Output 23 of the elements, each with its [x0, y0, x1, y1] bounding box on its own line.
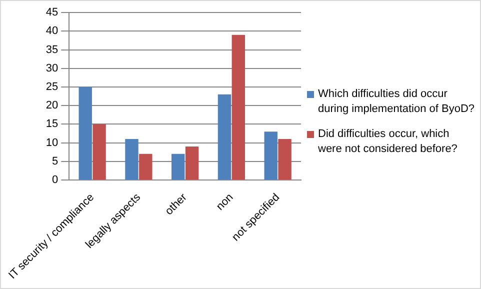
y-tick-label: 10: [46, 136, 58, 149]
y-tick-label: 25: [46, 81, 58, 94]
y-tick-label: 15: [46, 118, 58, 130]
y-tick-label: 40: [46, 25, 58, 38]
bar: [185, 146, 199, 180]
bar: [92, 124, 106, 180]
legend-label: Did difficulties occur, which were not considered before?: [318, 127, 458, 157]
y-tick-label: 35: [46, 44, 58, 56]
y-tick-label: 30: [46, 62, 58, 74]
bar: [125, 139, 138, 180]
bar: [78, 86, 92, 180]
legend-label: Which difficulties did occur during implementation of ByoD?: [318, 87, 475, 117]
bar: [139, 154, 152, 180]
bar: [232, 34, 246, 180]
y-tick-label: 5: [52, 155, 58, 168]
y-tick-label: 0: [52, 174, 58, 186]
bar: [218, 94, 232, 180]
y-tick-label: 45: [46, 6, 58, 19]
bar: [278, 139, 292, 180]
x-tick-label: non: [214, 191, 236, 213]
bar: [264, 132, 278, 180]
y-tick-label: 20: [46, 100, 58, 112]
bar: [172, 154, 185, 180]
